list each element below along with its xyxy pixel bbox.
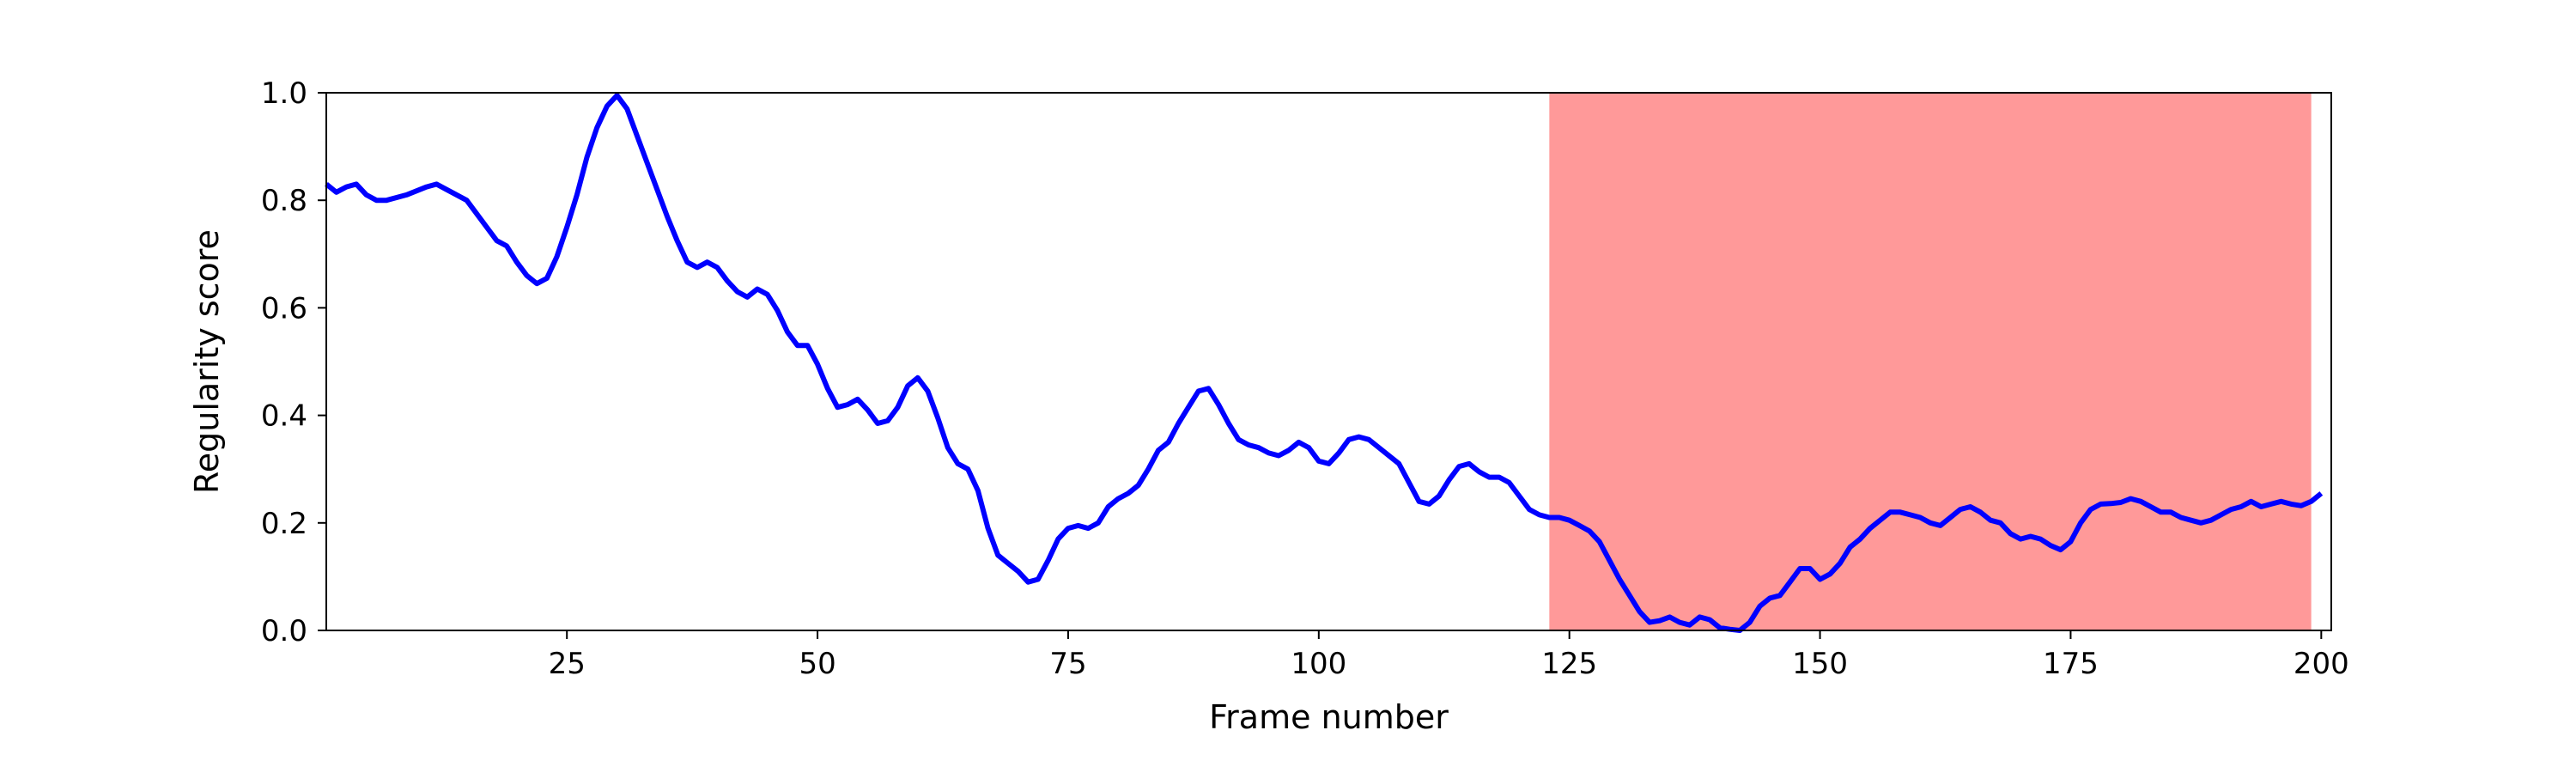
x-tick-label: 200 xyxy=(2293,647,2349,681)
x-tick-label: 75 xyxy=(1049,647,1086,681)
y-tick-label: 0.2 xyxy=(261,507,307,541)
x-tick-label: 175 xyxy=(2043,647,2099,681)
x-axis-title: Frame number xyxy=(1209,698,1449,736)
y-tick-label: 0.4 xyxy=(261,399,307,434)
y-tick-label: 1.0 xyxy=(261,76,307,111)
x-tick-label: 125 xyxy=(1541,647,1597,681)
highlight-region xyxy=(1549,93,2312,630)
y-tick-label: 0.6 xyxy=(261,291,307,326)
plot-frame xyxy=(325,92,2332,631)
series-lines xyxy=(325,93,2324,633)
x-tick-label: 150 xyxy=(1792,647,1848,681)
x-axis-ticks: 25 50 75 100 125 150 175 200 xyxy=(549,630,2349,681)
y-tick-label: 0.8 xyxy=(261,184,307,218)
y-axis-ticks: 0.0 0.2 0.4 0.6 0.8 1.0 xyxy=(261,76,326,648)
x-tick-label: 25 xyxy=(549,647,586,681)
y-axis-title: Regularity score xyxy=(188,229,226,494)
x-tick-label: 100 xyxy=(1291,647,1346,681)
x-tick-label: 50 xyxy=(799,647,835,681)
series-line xyxy=(325,93,2324,633)
y-tick-label: 0.0 xyxy=(261,614,307,648)
highlight-regions xyxy=(1549,93,2312,630)
